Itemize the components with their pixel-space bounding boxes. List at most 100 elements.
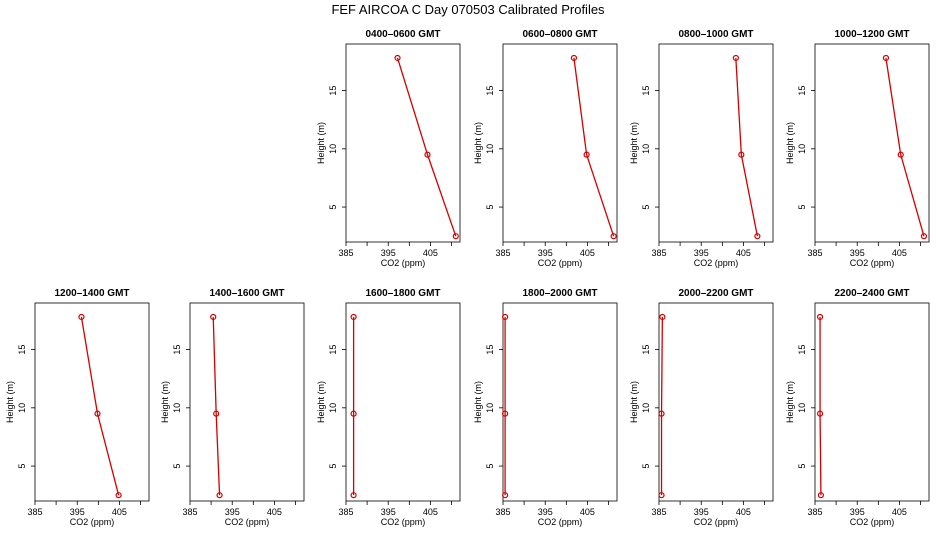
plot-frame [345, 43, 461, 243]
x-tick-label: 385 [651, 248, 666, 258]
y-tick-label: 15 [641, 345, 651, 355]
profile-line [212, 316, 221, 496]
y-tick-label: 10 [17, 403, 27, 413]
x-tick-label: 405 [267, 507, 282, 517]
x-tick-label: 405 [423, 248, 438, 258]
panel-title: 0400–0600 GMT [365, 29, 440, 40]
x-axis-label: CO2 (ppm) [381, 258, 426, 268]
profile-point [350, 492, 357, 499]
plot-frame [502, 302, 618, 502]
profile-point [394, 54, 401, 62]
plot-frame [814, 43, 930, 243]
profile-point [738, 151, 745, 158]
y-tick-label: 5 [328, 205, 338, 210]
profile-point [570, 54, 578, 62]
figure-title: FEF AIRCOA C Day 070503 Calibrated Profi… [331, 2, 605, 17]
y-tick-label: 10 [641, 144, 651, 154]
panel-title: 0600–0800 GMT [522, 29, 597, 40]
y-tick-label: 10 [797, 144, 807, 154]
y-axis-label: Height (m) [5, 381, 15, 423]
y-tick-label: 15 [797, 345, 807, 355]
profile-point [658, 492, 665, 499]
y-axis-label: Height (m) [473, 381, 483, 423]
y-tick-label: 15 [328, 345, 338, 355]
panel-title: 2000–2200 GMT [678, 288, 753, 299]
x-tick-label: 405 [580, 507, 595, 517]
profile-point [502, 492, 509, 499]
profile-line [573, 57, 615, 237]
y-tick-label: 15 [641, 86, 651, 96]
y-axis-label: Height (m) [785, 122, 795, 164]
y-tick-label: 5 [641, 464, 651, 469]
y-tick-label: 5 [797, 205, 807, 210]
x-tick-label: 405 [892, 248, 907, 258]
x-tick-label: 395 [694, 248, 709, 258]
profile-point [452, 233, 459, 240]
panel-title: 1600–1800 GMT [365, 288, 440, 299]
y-tick-label: 5 [17, 464, 27, 469]
x-tick-label: 405 [892, 507, 907, 517]
x-axis-label: CO2 (ppm) [381, 517, 426, 527]
x-tick-label: 395 [538, 248, 553, 258]
x-tick-label: 405 [580, 248, 595, 258]
y-tick-label: 10 [172, 403, 182, 413]
profile-point [610, 233, 617, 240]
x-axis-label: CO2 (ppm) [70, 517, 115, 527]
x-tick-label: 395 [850, 507, 865, 517]
profile-point [424, 151, 431, 158]
profile-point [897, 151, 904, 158]
x-tick-label: 405 [423, 507, 438, 517]
profile-line [396, 57, 457, 237]
x-axis-label: CO2 (ppm) [850, 517, 895, 527]
x-tick-label: 385 [651, 507, 666, 517]
y-tick-label: 15 [485, 86, 495, 96]
profile-point [583, 151, 590, 158]
panel-title: 1400–1600 GMT [209, 288, 284, 299]
x-tick-label: 385 [27, 507, 42, 517]
y-axis-label: Height (m) [473, 122, 483, 164]
y-tick-label: 15 [17, 345, 27, 355]
x-tick-label: 385 [182, 507, 197, 517]
panel-title: 1200–1400 GMT [54, 288, 129, 299]
y-tick-label: 15 [797, 86, 807, 96]
x-tick-label: 395 [381, 507, 396, 517]
y-tick-label: 5 [485, 464, 495, 469]
profile-point [115, 492, 122, 499]
y-axis-label: Height (m) [160, 381, 170, 423]
x-axis-label: CO2 (ppm) [225, 517, 270, 527]
plot-frame [345, 302, 461, 502]
panel-title: 2200–2400 GMT [834, 288, 909, 299]
y-tick-label: 15 [328, 86, 338, 96]
y-axis-label: Height (m) [316, 122, 326, 164]
profile-line [819, 316, 822, 496]
plot-frame [814, 302, 930, 502]
profile-point [882, 54, 890, 62]
x-tick-label: 405 [736, 507, 751, 517]
y-tick-label: 5 [641, 205, 651, 210]
plot-frame [189, 302, 305, 502]
profile-point [816, 313, 824, 321]
plot-frame [658, 43, 774, 243]
y-tick-label: 5 [328, 464, 338, 469]
y-tick-label: 5 [797, 464, 807, 469]
profile-point [817, 492, 825, 499]
profile-point [350, 313, 357, 321]
x-tick-label: 385 [495, 507, 510, 517]
profile-point [754, 233, 761, 240]
y-axis-label: Height (m) [629, 381, 639, 423]
profile-point [816, 410, 824, 417]
x-tick-label: 385 [338, 507, 353, 517]
x-tick-label: 385 [495, 248, 510, 258]
profile-line [885, 57, 925, 237]
